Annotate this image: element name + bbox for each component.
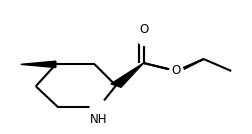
Text: O: O (172, 64, 181, 77)
Polygon shape (111, 63, 144, 87)
Polygon shape (21, 61, 56, 68)
Text: NH: NH (90, 113, 107, 126)
Text: O: O (139, 23, 148, 36)
